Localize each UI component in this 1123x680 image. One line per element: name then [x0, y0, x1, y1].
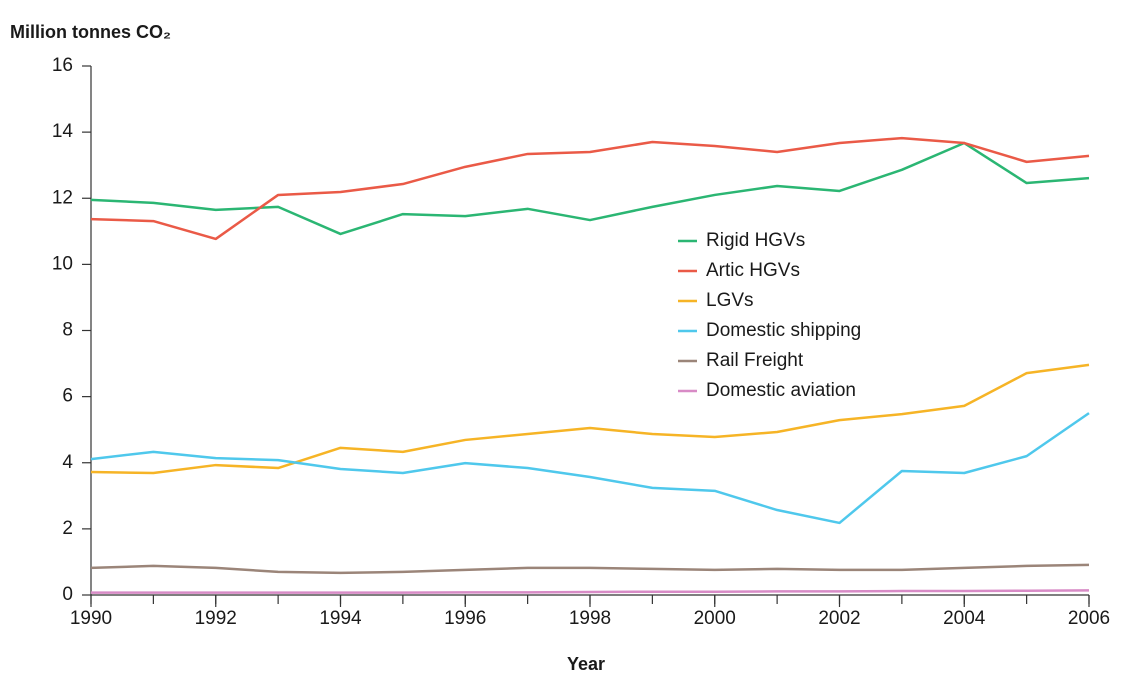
legend-label: Artic HGVs: [706, 260, 800, 281]
legend-label: Rail Freight: [706, 350, 804, 371]
series-line: [90, 412, 1090, 525]
y-tick-label: 10: [52, 253, 73, 274]
legend-label: Rigid HGVs: [706, 230, 805, 251]
x-axis-label: Year: [567, 654, 605, 674]
series-line: [90, 363, 1090, 475]
x-tick-label: 1996: [444, 608, 486, 629]
x-tick-label: 2002: [818, 608, 860, 629]
y-tick-label: 4: [62, 452, 73, 473]
legend-label: Domestic aviation: [706, 380, 856, 401]
y-tick-label: 6: [62, 386, 73, 407]
series-line: [90, 141, 1090, 236]
x-tick-label: 1994: [319, 608, 362, 629]
x-tick-label: 1990: [70, 608, 112, 629]
legend-label: Domestic shipping: [706, 320, 861, 341]
y-tick-label: 14: [52, 121, 74, 142]
series-line: [90, 136, 1090, 241]
x-tick-label: 2004: [943, 608, 986, 629]
y-tick-label: 0: [62, 584, 73, 605]
x-tick-label: 2000: [694, 608, 736, 629]
y-tick-label: 12: [52, 187, 73, 208]
legend-label: LGVs: [706, 290, 754, 311]
series-line: [91, 589, 1090, 594]
chart-title: Million tonnes CO₂: [10, 22, 171, 42]
y-tick-label: 8: [62, 320, 73, 341]
y-tick-label: 2: [62, 518, 73, 539]
series-line: [90, 563, 1090, 575]
y-tick-label: 16: [52, 55, 73, 76]
x-tick-label: 2006: [1068, 608, 1110, 629]
x-tick-label: 1992: [195, 608, 237, 629]
x-tick-label: 1998: [569, 608, 611, 629]
